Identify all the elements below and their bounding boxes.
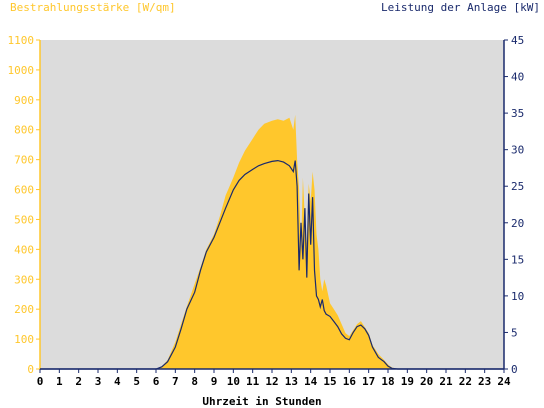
left-tick-label: 800	[14, 124, 34, 137]
x-tick-label: 4	[114, 375, 121, 388]
x-tick-label: 3	[95, 375, 102, 388]
right-tick-label: 15	[511, 253, 524, 266]
x-tick-label: 20	[420, 375, 433, 388]
left-tick-label: 400	[14, 243, 34, 256]
x-tick-label: 21	[439, 375, 453, 388]
irradiance-area	[40, 114, 504, 369]
right-tick-label: 25	[511, 180, 524, 193]
left-tick-label: 300	[14, 273, 34, 286]
left-tick-label: 500	[14, 213, 34, 226]
left-tick-label: 700	[14, 154, 34, 167]
left-tick-label: 0	[27, 363, 34, 376]
x-tick-label: 17	[362, 375, 375, 388]
x-tick-label: 13	[285, 375, 298, 388]
x-tick-label: 15	[323, 375, 336, 388]
right-tick-label: 0	[511, 363, 518, 376]
x-tick-label: 24	[497, 375, 511, 388]
x-tick-label: 19	[401, 375, 414, 388]
left-axis-title: Bestrahlungsstärke [W/qm]	[10, 1, 176, 14]
x-tick-label: 9	[211, 375, 218, 388]
right-tick-label: 35	[511, 107, 524, 120]
x-tick-label: 12	[265, 375, 278, 388]
x-tick-label: 2	[75, 375, 82, 388]
x-tick-label: 23	[478, 375, 491, 388]
x-tick-label: 18	[381, 375, 394, 388]
left-tick-label: 1100	[8, 34, 35, 47]
x-tick-label: 5	[133, 375, 140, 388]
series-layer	[40, 114, 504, 370]
right-axis-title: Leistung der Anlage [kW]	[381, 1, 540, 14]
right-tick-label: 45	[511, 34, 524, 47]
x-tick-label: 10	[227, 375, 240, 388]
axes-layer: 0100200300400500600700800900100011000510…	[8, 34, 525, 388]
right-tick-label: 5	[511, 326, 518, 339]
x-tick-label: 11	[246, 375, 260, 388]
right-tick-label: 40	[511, 71, 524, 84]
left-tick-label: 1000	[8, 64, 35, 77]
x-axis-title: Uhrzeit in Stunden	[202, 395, 321, 408]
x-tick-label: 16	[343, 375, 357, 388]
right-tick-label: 30	[511, 144, 524, 157]
x-tick-label: 22	[459, 375, 472, 388]
x-tick-label: 6	[153, 375, 160, 388]
right-tick-label: 20	[511, 217, 524, 230]
left-tick-label: 200	[14, 303, 34, 316]
x-tick-label: 14	[304, 375, 318, 388]
x-tick-label: 8	[191, 375, 198, 388]
power-line	[40, 159, 504, 370]
left-tick-label: 100	[14, 333, 34, 346]
x-tick-label: 7	[172, 375, 179, 388]
left-tick-label: 600	[14, 184, 34, 197]
x-tick-label: 1	[56, 375, 63, 388]
x-tick-label: 0	[37, 375, 44, 388]
right-tick-label: 10	[511, 290, 524, 303]
left-tick-label: 900	[14, 94, 34, 107]
